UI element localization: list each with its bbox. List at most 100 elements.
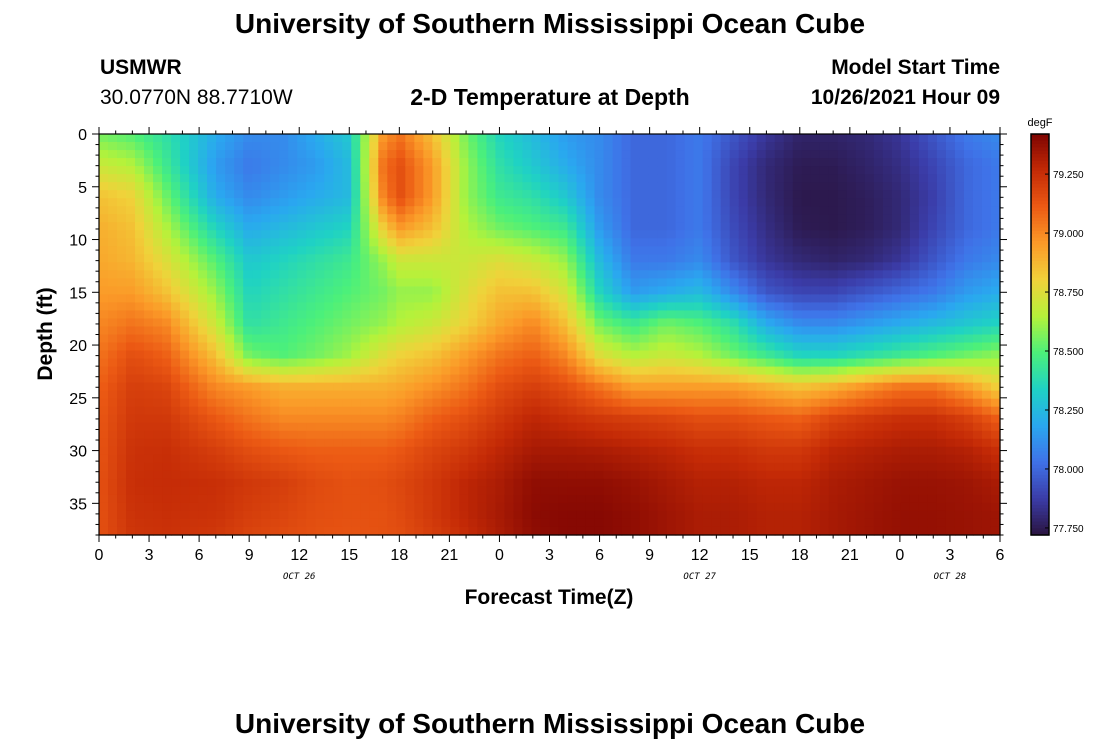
heatmap-cell xyxy=(180,358,190,368)
heatmap-cell xyxy=(810,486,821,496)
heatmap-cell xyxy=(99,358,109,368)
heatmap-cell xyxy=(144,414,154,424)
heatmap-cell xyxy=(396,286,406,295)
heatmap-cell xyxy=(126,310,136,320)
heatmap-cell xyxy=(963,326,974,336)
heatmap-cell xyxy=(873,358,884,368)
heatmap-cell xyxy=(126,390,136,400)
heatmap-cell xyxy=(513,374,524,384)
heatmap-cell xyxy=(171,254,181,263)
heatmap-cell xyxy=(270,478,280,488)
heatmap-cell xyxy=(702,406,713,416)
heatmap-cell xyxy=(576,510,587,520)
heatmap-cell xyxy=(540,366,551,376)
heatmap-cell xyxy=(792,294,803,304)
heatmap-cell xyxy=(963,166,974,175)
heatmap-cell xyxy=(792,446,803,456)
heatmap-cell xyxy=(855,470,866,480)
heatmap-cell xyxy=(486,486,497,496)
heatmap-cell xyxy=(414,302,424,312)
heatmap-cell xyxy=(495,390,506,400)
heatmap-cell xyxy=(306,526,316,536)
heatmap-cell xyxy=(621,422,632,432)
heatmap-cell xyxy=(648,238,659,247)
heatmap-cell xyxy=(441,182,451,191)
heatmap-cell xyxy=(270,366,280,376)
heatmap-cell xyxy=(720,318,731,328)
heatmap-cell xyxy=(405,526,415,536)
heatmap-cell xyxy=(387,134,397,143)
heatmap-cell xyxy=(900,134,911,143)
heatmap-cell xyxy=(666,470,677,480)
heatmap-cell xyxy=(459,238,470,247)
heatmap-cell xyxy=(324,470,334,480)
heatmap-cell xyxy=(666,262,677,271)
heatmap-cell xyxy=(990,158,1001,167)
heatmap-cell xyxy=(207,222,217,231)
heatmap-cell xyxy=(684,518,695,528)
heatmap-cell xyxy=(396,358,406,368)
heatmap-cell xyxy=(594,182,605,191)
heatmap-cell xyxy=(504,230,515,239)
heatmap-cell xyxy=(720,446,731,456)
heatmap-cell xyxy=(639,350,650,360)
heatmap-cell xyxy=(657,246,668,255)
heatmap-cell xyxy=(621,502,632,512)
heatmap-cell xyxy=(117,366,127,376)
heatmap-cell xyxy=(225,214,235,223)
heatmap-cell xyxy=(531,134,542,143)
heatmap-cell xyxy=(747,430,758,440)
heatmap-cell xyxy=(594,462,605,472)
heatmap-cell xyxy=(882,446,893,456)
heatmap-cell xyxy=(945,342,956,352)
heatmap-cell xyxy=(351,182,361,191)
heatmap-cell xyxy=(270,430,280,440)
heatmap-cell xyxy=(900,222,911,231)
heatmap-cell xyxy=(963,286,974,295)
heatmap-cell xyxy=(684,350,695,360)
heatmap-cell xyxy=(828,422,839,432)
heatmap-cell xyxy=(351,366,361,376)
heatmap-cell xyxy=(351,238,361,247)
heatmap-cell xyxy=(702,174,713,183)
heatmap-cell xyxy=(720,294,731,304)
heatmap-cell xyxy=(585,510,596,520)
chart-title: 2-D Temperature at Depth xyxy=(410,84,690,110)
heatmap-cell xyxy=(954,374,965,384)
heatmap-cell xyxy=(954,254,965,263)
heatmap-cell xyxy=(801,318,812,328)
heatmap-cell xyxy=(540,294,551,304)
heatmap-cell xyxy=(405,206,415,215)
heatmap-cell xyxy=(882,510,893,520)
heatmap-cell xyxy=(981,310,992,320)
heatmap-cell xyxy=(153,174,163,183)
heatmap-cell xyxy=(675,494,686,504)
heatmap-cell xyxy=(801,190,812,199)
heatmap-cell xyxy=(504,526,515,536)
heatmap-cell xyxy=(108,334,118,344)
heatmap-cell xyxy=(810,366,821,376)
heatmap-cell xyxy=(909,262,920,271)
heatmap-cell xyxy=(801,246,812,255)
heatmap-cell xyxy=(567,342,578,352)
heatmap-cell xyxy=(261,374,271,384)
heatmap-cell xyxy=(450,214,460,223)
heatmap-cell xyxy=(342,502,352,512)
heatmap-cell xyxy=(396,198,406,207)
heatmap-cell xyxy=(117,222,127,231)
heatmap-cell xyxy=(171,334,181,344)
heatmap-cell xyxy=(621,462,632,472)
heatmap-cell xyxy=(441,142,451,151)
heatmap-cell xyxy=(990,198,1001,207)
heatmap-cell xyxy=(738,238,749,247)
heatmap-cell xyxy=(891,182,902,191)
heatmap-cell xyxy=(135,174,145,183)
heatmap-cell xyxy=(117,398,127,408)
heatmap-cell xyxy=(333,414,343,424)
heatmap-cell xyxy=(747,366,758,376)
heatmap-cell xyxy=(162,182,172,191)
heatmap-cell xyxy=(729,350,740,360)
heatmap-cell xyxy=(531,254,542,263)
heatmap-cell xyxy=(729,182,740,191)
heatmap-cell xyxy=(990,286,1001,295)
